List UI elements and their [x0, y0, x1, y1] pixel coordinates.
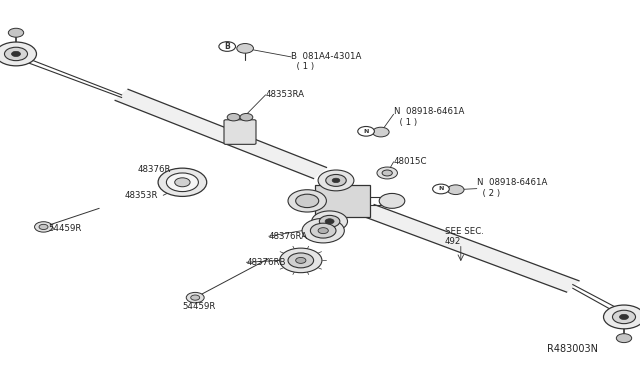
- Circle shape: [0, 42, 36, 66]
- Circle shape: [620, 314, 628, 320]
- Circle shape: [604, 305, 640, 329]
- Circle shape: [310, 223, 336, 238]
- Circle shape: [166, 173, 198, 192]
- Circle shape: [358, 126, 374, 136]
- Circle shape: [175, 178, 190, 187]
- Circle shape: [12, 51, 20, 57]
- Text: 48015C: 48015C: [394, 157, 427, 166]
- Circle shape: [237, 44, 253, 53]
- Circle shape: [4, 47, 28, 61]
- Text: N  08918-6461A
  ( 1 ): N 08918-6461A ( 1 ): [394, 108, 464, 127]
- Text: 48376RA: 48376RA: [269, 232, 308, 241]
- Circle shape: [240, 113, 253, 121]
- Text: B  081A4-4301A
  ( 1 ): B 081A4-4301A ( 1 ): [291, 52, 362, 71]
- Circle shape: [296, 257, 306, 263]
- Text: 48353R: 48353R: [125, 191, 158, 200]
- Polygon shape: [362, 205, 579, 292]
- Text: B: B: [225, 42, 230, 51]
- Circle shape: [612, 310, 636, 324]
- Circle shape: [158, 168, 207, 196]
- Text: N  08918-6461A
  ( 2 ): N 08918-6461A ( 2 ): [477, 178, 547, 198]
- Text: SEE SEC.
492: SEE SEC. 492: [445, 227, 484, 246]
- Circle shape: [318, 170, 354, 191]
- Polygon shape: [163, 171, 202, 193]
- Text: N: N: [438, 186, 444, 192]
- Circle shape: [319, 215, 340, 227]
- Circle shape: [326, 174, 346, 186]
- Circle shape: [379, 193, 405, 208]
- Circle shape: [227, 113, 240, 121]
- Polygon shape: [115, 89, 326, 179]
- Circle shape: [312, 211, 348, 232]
- Circle shape: [219, 42, 236, 51]
- Circle shape: [372, 127, 389, 137]
- Circle shape: [8, 28, 24, 37]
- Text: 54459R: 54459R: [48, 224, 81, 233]
- FancyBboxPatch shape: [316, 185, 370, 217]
- Text: 54459R: 54459R: [182, 302, 216, 311]
- Circle shape: [616, 334, 632, 343]
- Circle shape: [288, 190, 326, 212]
- Circle shape: [302, 218, 344, 243]
- Circle shape: [35, 222, 52, 232]
- Circle shape: [280, 248, 322, 273]
- Circle shape: [296, 194, 319, 208]
- Circle shape: [377, 167, 397, 179]
- Text: 48376RB: 48376RB: [246, 258, 286, 267]
- Text: R483003N: R483003N: [547, 344, 598, 354]
- Circle shape: [191, 295, 200, 300]
- Text: 48376R: 48376R: [138, 165, 171, 174]
- Circle shape: [447, 185, 464, 195]
- Circle shape: [325, 219, 334, 224]
- Circle shape: [39, 224, 48, 230]
- Circle shape: [318, 228, 328, 234]
- FancyBboxPatch shape: [224, 120, 256, 144]
- Circle shape: [186, 292, 204, 303]
- Circle shape: [332, 178, 340, 183]
- Circle shape: [433, 184, 449, 194]
- Circle shape: [288, 253, 314, 268]
- Text: 48353RA: 48353RA: [266, 90, 305, 99]
- Text: N: N: [364, 129, 369, 134]
- Circle shape: [382, 170, 392, 176]
